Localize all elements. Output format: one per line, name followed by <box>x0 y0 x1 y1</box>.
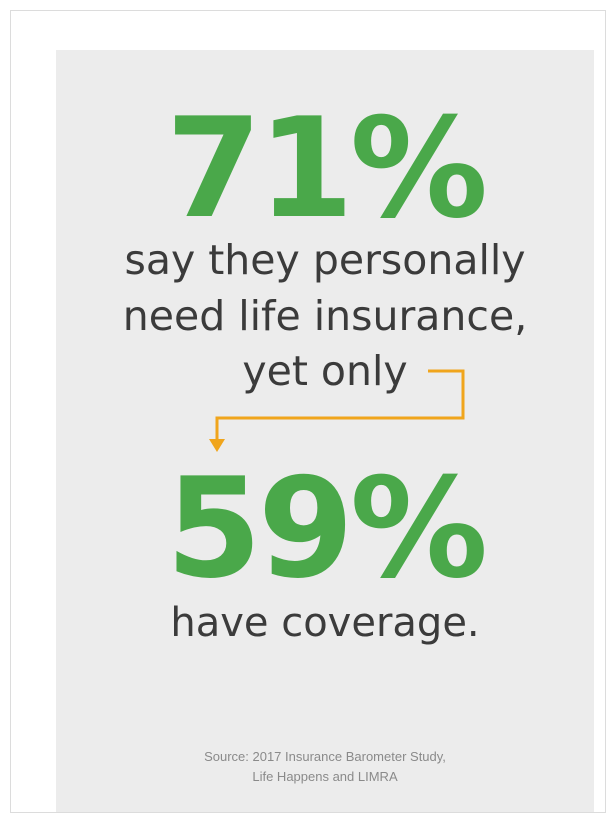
infographic-card: 71% say they personally need life insura… <box>56 50 594 812</box>
source-line-2: Life Happens and LIMRA <box>252 769 398 784</box>
image-frame: 71% say they personally need life insura… <box>10 10 606 813</box>
statement-line-2: need life insurance, <box>122 292 528 340</box>
statement-line-3: yet only <box>242 347 408 395</box>
primary-stat: 71% <box>165 88 488 249</box>
secondary-stat: 59% <box>165 448 488 609</box>
source-line-1: Source: 2017 Insurance Barometer Study, <box>204 749 446 764</box>
statement-line-4: have coverage. <box>170 600 480 646</box>
statement-line-1: say they personally <box>124 236 526 284</box>
source-note: Source: 2017 Insurance Barometer Study, … <box>56 747 594 787</box>
